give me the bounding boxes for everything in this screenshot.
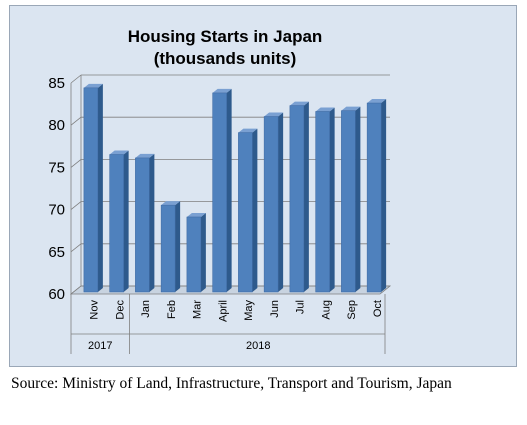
bar-jul (289, 101, 309, 293)
x-tick-label-nov: Nov (89, 300, 101, 320)
gridline-side-80 (70, 116, 82, 126)
y-tick-label-80: 80 (48, 117, 65, 134)
bar-side-7 (278, 112, 284, 292)
bar-jan (135, 153, 155, 293)
bar-mar (186, 212, 206, 293)
bar-top-0 (83, 83, 103, 88)
gridline-side-75 (70, 159, 82, 168)
bar-side-10 (355, 106, 361, 292)
y-tick-label-60: 60 (48, 286, 65, 303)
bar-top-10 (341, 106, 361, 111)
bar-front-4 (186, 216, 202, 293)
y-tick-label-65: 65 (48, 244, 65, 261)
x-tick-label-jan: Jan (140, 300, 152, 318)
x-tick-label-jul: Jul (295, 300, 307, 314)
bar-front-8 (289, 105, 305, 293)
year-label-2018: 2018 (246, 340, 270, 352)
bar-nov (83, 83, 103, 293)
bar-top-8 (289, 101, 309, 106)
plot-back-wall (81, 75, 390, 286)
bar-front-7 (263, 116, 279, 293)
bar-top-6 (238, 128, 258, 133)
housing-starts-chart: Housing Starts in Japan (thousands units)… (48, 27, 392, 354)
bar-front-11 (366, 102, 382, 293)
gridline-side-70 (70, 201, 82, 210)
x-tick-label-jun: Jun (269, 300, 281, 318)
x-tick-label-dec: Dec (114, 300, 126, 320)
bar-side-11 (381, 99, 387, 292)
bar-front-6 (238, 132, 253, 293)
x-tick-label-may: May (243, 300, 255, 321)
bar-sep (341, 106, 361, 293)
bar-front-1 (109, 154, 124, 293)
bar-aug (315, 107, 335, 293)
bar-side-2 (149, 153, 155, 292)
bar-side-4 (200, 212, 206, 292)
bar-side-0 (97, 83, 103, 293)
bar-side-8 (303, 101, 309, 293)
y-tick-label-70: 70 (48, 202, 65, 219)
bar-may (238, 128, 258, 293)
bar-side-1 (123, 150, 129, 292)
bar-feb (160, 201, 181, 293)
x-tick-label-oct: Oct (372, 300, 384, 317)
source-note: Source: Ministry of Land, Infrastructure… (11, 375, 452, 392)
bar-top-7 (264, 112, 284, 117)
x-tick-label-mar: Mar (192, 300, 204, 319)
bar-top-2 (135, 153, 155, 158)
bar-side-9 (329, 107, 335, 292)
bar-dec (109, 150, 129, 293)
bar-top-5 (212, 88, 232, 93)
bar-top-1 (109, 150, 129, 155)
bar-side-6 (252, 128, 258, 292)
bar-oct (366, 99, 387, 293)
bar-side-3 (175, 201, 181, 292)
bars-group (83, 83, 387, 293)
x-tick-label-april: April (217, 300, 229, 322)
bar-front-5 (212, 92, 227, 293)
x-tick-label-aug: Aug (320, 300, 332, 320)
bar-top-11 (367, 99, 387, 104)
bar-front-3 (160, 204, 176, 293)
bar-top-9 (315, 107, 335, 112)
bar-april (212, 88, 232, 293)
gridline-side-85 (70, 74, 82, 84)
y-tick-label-75: 75 (48, 159, 65, 176)
chart-frame: Housing Starts in Japan (thousands units)… (9, 5, 517, 367)
bar-top-4 (186, 212, 206, 217)
x-tick-label-sep: Sep (346, 300, 358, 320)
chart-title-line-1: Housing Starts in Japan (128, 27, 323, 46)
x-tick-label-feb: Feb (166, 300, 178, 319)
bar-side-5 (226, 88, 232, 293)
bar-front-9 (315, 111, 330, 293)
bar-front-2 (135, 157, 150, 293)
bar-jun (263, 112, 284, 293)
bar-front-10 (341, 110, 356, 293)
chart-title-line-2: (thousands units) (154, 49, 297, 68)
y-tick-label-85: 85 (48, 75, 65, 92)
bar-front-0 (83, 87, 99, 293)
year-label-2017: 2017 (88, 340, 112, 352)
bar-top-3 (161, 201, 181, 206)
gridline-side-65 (70, 243, 82, 253)
gridline-side-60 (70, 285, 82, 295)
